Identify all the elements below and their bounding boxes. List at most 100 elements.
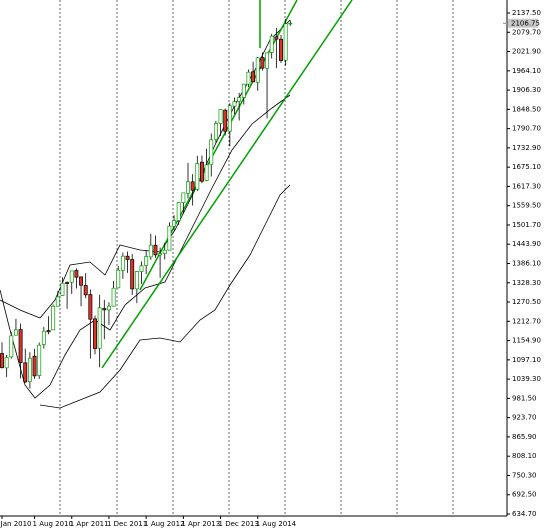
x-tick-label: 1 Apr 2013: [181, 520, 220, 528]
period-separators: [59, 0, 454, 516]
y-tick-label: 1501.70: [512, 221, 541, 229]
y-tick-label: 808.10: [512, 452, 537, 460]
candle-body: [120, 255, 125, 271]
y-tick-label: 1732.90: [512, 144, 541, 152]
y-tick-label: 2021.90: [512, 48, 541, 56]
x-tick-label: 1 Apr 2011: [70, 520, 109, 528]
candle-body: [288, 22, 293, 25]
candle-body: [88, 294, 93, 320]
candle-body: [111, 287, 116, 307]
candle-body: [97, 307, 102, 349]
y-tick-label: 1212.70: [512, 317, 541, 325]
y-tick-label: 1328.30: [512, 279, 541, 287]
candle-body: [9, 335, 14, 358]
candle-body: [181, 192, 186, 203]
candle-body: [125, 255, 130, 260]
y-tick-label: 1039.30: [512, 375, 541, 383]
candle-body: [4, 357, 9, 369]
y-tick-label: 1559.50: [512, 202, 541, 210]
candle-body: [27, 357, 32, 382]
candle-body: [60, 282, 65, 296]
upper-band: [0, 19, 291, 319]
candle-body: [274, 36, 279, 40]
y-tick-label: 1097.10: [512, 356, 541, 364]
lower-band: [39, 184, 291, 409]
candle-body: [227, 105, 232, 132]
candle-body: [83, 285, 88, 296]
candle-body: [41, 330, 46, 345]
y-tick-label: 1675.10: [512, 163, 541, 171]
candle-body: [0, 353, 4, 368]
candle-body: [176, 202, 181, 221]
candle-body: [79, 276, 83, 286]
candle-body: [265, 52, 270, 69]
y-tick-label: 692.50: [512, 491, 537, 499]
candle-body: [204, 164, 209, 181]
x-tick-label: 1 Aug 2014: [256, 520, 297, 528]
y-tick-label: 1617.30: [512, 182, 541, 190]
y-tick-label: 923.70: [512, 414, 537, 422]
y-tick-label: 981.50: [512, 394, 537, 402]
candle-body: [106, 305, 111, 311]
candle-body: [55, 296, 60, 307]
candle-body: [213, 123, 218, 140]
candle-body: [139, 265, 144, 272]
y-tick-label: 2079.70: [512, 28, 541, 36]
current-price-box: [508, 18, 538, 28]
candle-body: [232, 101, 237, 107]
candle-body: [260, 57, 265, 69]
y-tick-label: 1386.10: [512, 260, 541, 268]
y-tick-label: 1154.90: [512, 337, 541, 345]
candle-body: [51, 305, 56, 331]
bands: [0, 19, 291, 409]
candle-body: [241, 83, 246, 98]
candle-body: [46, 330, 51, 333]
candle-body: [102, 308, 107, 311]
y-tick-label: 1790.70: [512, 125, 541, 133]
x-tick-label: 1 Aug 2012: [144, 520, 184, 528]
candle-body: [69, 270, 74, 283]
candle-body: [279, 38, 283, 61]
candle-body: [251, 71, 256, 83]
candle-body: [237, 97, 242, 102]
candle-body: [158, 253, 163, 256]
y-tick-label: 865.90: [512, 433, 537, 441]
candle-body: [167, 225, 172, 251]
candle-body: [37, 344, 42, 376]
y-tick-label: 1906.30: [512, 86, 541, 94]
candle-body: [195, 163, 200, 190]
current-price-label: 2106.75: [511, 19, 540, 27]
candle-body: [134, 271, 139, 290]
candle-body: [186, 181, 190, 194]
candle-body: [246, 71, 251, 85]
y-tick-label: 750.30: [512, 471, 537, 479]
y-tick-label: 1964.10: [512, 67, 541, 75]
y-tick-label: 1443.90: [512, 240, 541, 248]
candle-body: [130, 259, 135, 290]
candles: [0, 18, 293, 389]
candle-body: [200, 161, 204, 182]
y-tick-label: 1270.50: [512, 298, 541, 306]
candle-body: [74, 270, 79, 278]
candle-body: [218, 109, 223, 124]
candle-body: [283, 23, 288, 61]
x-tick-label: 1 Dec 2011: [107, 520, 147, 528]
candle-body: [269, 35, 274, 53]
inner-band: [0, 94, 291, 399]
candle-body: [148, 244, 153, 258]
x-tick-label: 1 Dec 2013: [219, 520, 259, 528]
candle-body: [65, 282, 70, 284]
candle-body: [116, 269, 121, 289]
y-tick-label: 1848.50: [512, 105, 541, 113]
channel-lower: [101, 0, 353, 369]
candle-body: [223, 109, 228, 132]
candle-body: [18, 329, 23, 363]
x-tick-label: 1 Jan 2010: [0, 520, 32, 528]
candle-body: [190, 181, 195, 191]
candle-body: [162, 249, 167, 254]
candle-body: [14, 329, 18, 336]
candle-body: [93, 318, 97, 349]
candle-body: [32, 355, 37, 377]
